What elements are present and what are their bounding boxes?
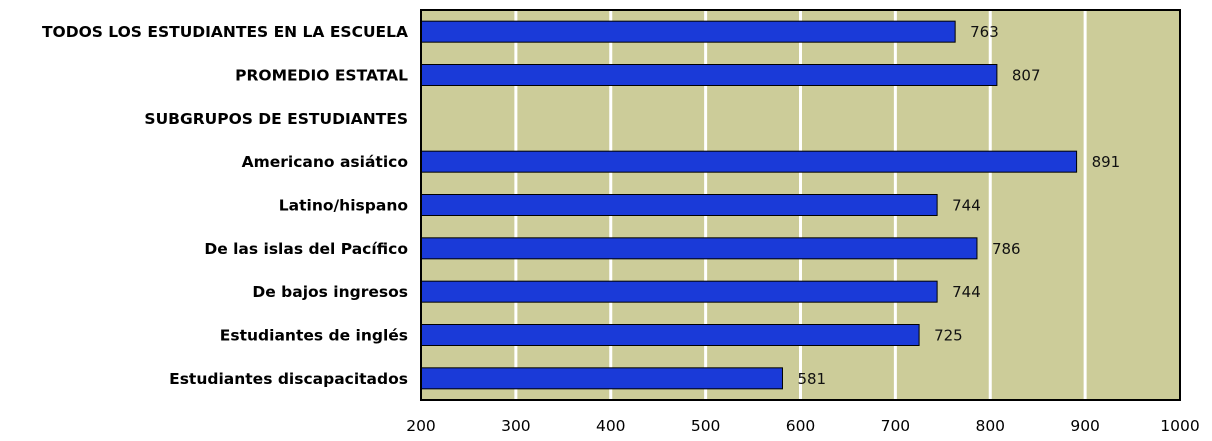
data-label: 725 <box>934 327 963 345</box>
x-tick-label: 900 <box>1070 417 1100 435</box>
x-tick-label: 400 <box>596 417 626 435</box>
bar <box>420 367 783 390</box>
bar <box>420 237 978 260</box>
category-label: Estudiantes de inglés <box>220 327 408 345</box>
bar <box>420 64 998 86</box>
data-label: 581 <box>797 370 826 388</box>
x-tick-label: 700 <box>881 417 911 435</box>
data-label: 807 <box>1012 67 1041 85</box>
data-label: 891 <box>1092 153 1121 171</box>
data-label: 744 <box>952 197 981 215</box>
bar <box>420 280 938 303</box>
category-label: PROMEDIO ESTATAL <box>235 67 408 85</box>
data-label: 786 <box>992 240 1021 258</box>
x-tick-label: 800 <box>975 417 1005 435</box>
x-tick-label: 200 <box>406 417 436 435</box>
x-tick-label: 300 <box>501 417 531 435</box>
category-label: Estudiantes discapacitados <box>169 370 408 388</box>
plot-frame <box>420 9 1181 401</box>
category-label: Americano asiático <box>242 153 408 171</box>
category-label: De las islas del Pacífico <box>204 240 408 258</box>
bar <box>420 324 920 346</box>
category-label: SUBGRUPOS DE ESTUDIANTES <box>144 110 408 128</box>
x-tick-label: 1000 <box>1160 417 1199 435</box>
data-label: 744 <box>952 283 981 301</box>
category-label: TODOS LOS ESTUDIANTES EN LA ESCUELA <box>42 23 408 41</box>
bar <box>420 194 938 216</box>
x-tick-label: 500 <box>691 417 721 435</box>
x-tick-label: 600 <box>786 417 816 435</box>
bar <box>420 20 956 43</box>
category-label: Latino/hispano <box>279 197 408 215</box>
bar <box>420 150 1078 173</box>
data-label: 763 <box>970 23 999 41</box>
category-label: De bajos ingresos <box>252 283 408 301</box>
